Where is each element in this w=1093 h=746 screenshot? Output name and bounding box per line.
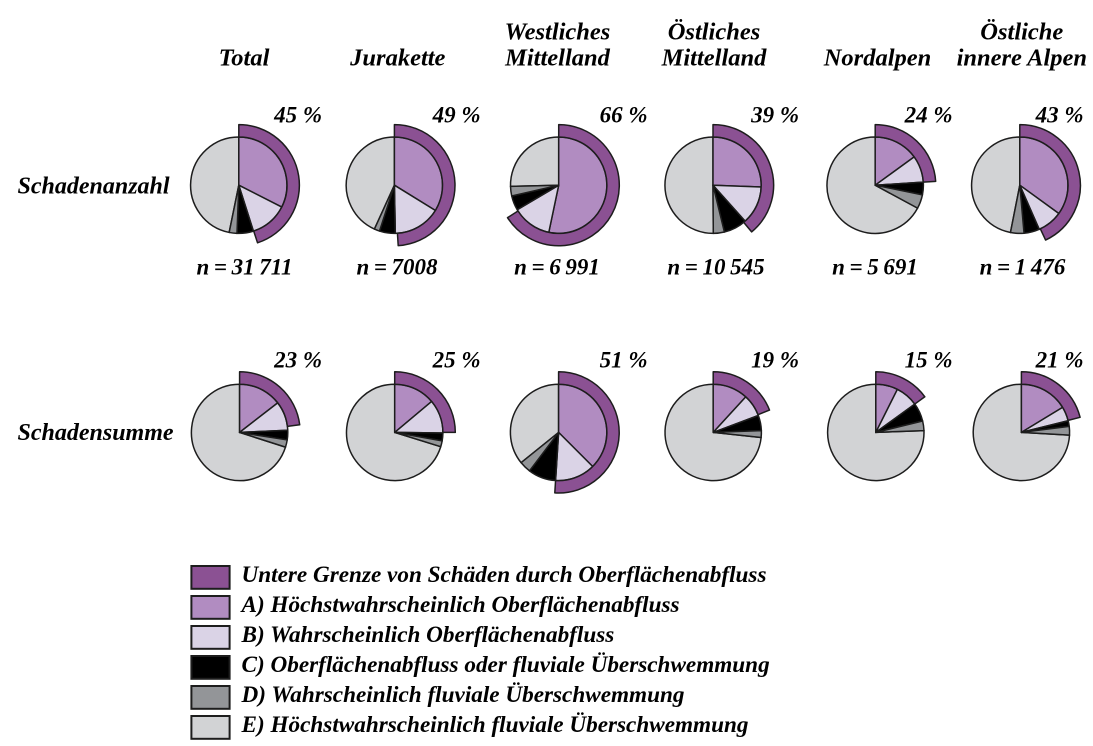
svg-text:C) Oberflächenabfluss oder flu: C) Oberflächenabfluss oder fluviale Über…	[242, 652, 770, 678]
svg-text:15 %: 15 %	[905, 348, 953, 373]
svg-text:Westliches: Westliches	[505, 19, 611, 46]
svg-text:19 %: 19 %	[751, 348, 799, 373]
svg-text:21 %: 21 %	[1035, 348, 1084, 373]
svg-text:Mittelland: Mittelland	[661, 44, 768, 71]
svg-text:Schadensumme: Schadensumme	[18, 420, 174, 446]
svg-text:Östliches: Östliches	[668, 19, 761, 46]
svg-text:B) Wahrscheinlich Oberflächena: B) Wahrscheinlich Oberflächenabfluss	[241, 622, 615, 648]
svg-text:D) Wahrscheinlich fluviale Übe: D) Wahrscheinlich fluviale Überschwemmun…	[241, 682, 685, 708]
svg-text:Mittelland: Mittelland	[504, 44, 611, 71]
svg-text:n = 7008: n = 7008	[356, 254, 438, 279]
svg-text:25 %: 25 %	[432, 348, 481, 373]
svg-text:39 %: 39 %	[750, 102, 799, 127]
svg-text:Schadenanzahl: Schadenanzahl	[18, 174, 170, 200]
svg-text:E) Höchstwahrscheinlich fluvia: E) Höchstwahrscheinlich fluviale Übersch…	[241, 712, 749, 738]
svg-text:Untere Grenze von Schäden durc: Untere Grenze von Schäden durch Oberfläc…	[242, 562, 767, 588]
svg-text:A) Höchstwahrscheinlich Oberfl: A) Höchstwahrscheinlich Oberflächenabflu…	[240, 592, 680, 618]
svg-text:Östliche: Östliche	[980, 19, 1063, 46]
svg-text:innere Alpen: innere Alpen	[957, 44, 1087, 71]
svg-text:n = 31 711: n = 31 711	[197, 254, 293, 279]
svg-text:n = 5 691: n = 5 691	[832, 254, 918, 279]
svg-text:45 %: 45 %	[273, 102, 322, 127]
svg-text:43 %: 43 %	[1035, 102, 1084, 127]
svg-text:n = 6 991: n = 6 991	[514, 254, 600, 279]
svg-text:51 %: 51 %	[600, 348, 648, 373]
svg-text:49 %: 49 %	[432, 102, 481, 127]
svg-text:24 %: 24 %	[904, 102, 953, 127]
svg-text:66 %: 66 %	[600, 102, 648, 127]
svg-text:23 %: 23 %	[273, 348, 322, 373]
svg-text:Total: Total	[219, 44, 270, 71]
svg-text:Jurakette: Jurakette	[349, 44, 445, 71]
svg-text:Nordalpen: Nordalpen	[823, 44, 932, 71]
svg-text:n = 1 476: n = 1 476	[980, 254, 1066, 279]
svg-text:n = 10 545: n = 10 545	[667, 254, 764, 279]
